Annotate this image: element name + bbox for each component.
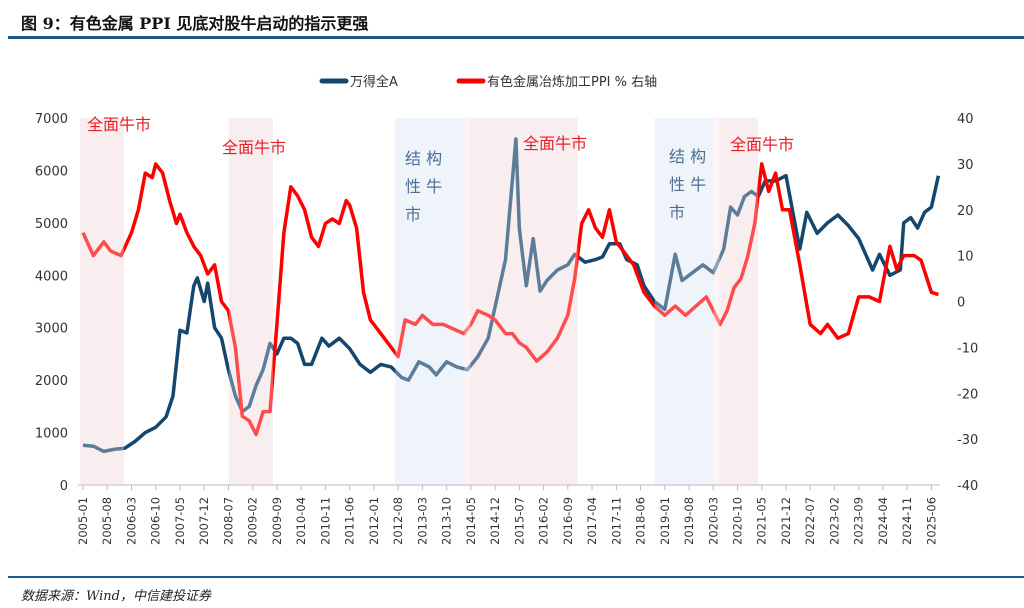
- x-tick-label: 2023-09: [852, 497, 866, 545]
- y-left-tick-label: 6000: [35, 164, 68, 179]
- x-tick-label: 2011-06: [343, 497, 357, 545]
- annotation-structural-2-line2: 性 牛: [669, 175, 706, 194]
- x-tick-label: 2024-04: [876, 497, 890, 545]
- x-tick-label: 2006-10: [149, 497, 163, 545]
- y-right-tick-label: 0: [957, 296, 965, 311]
- y-left-tick-label: 4000: [35, 269, 68, 284]
- annotation-full-bull-4: 全面牛市: [730, 135, 794, 154]
- x-tick-label: 2007-12: [197, 497, 211, 545]
- y-right-tick-label: -30: [957, 433, 978, 448]
- annotation-full-bull-2: 全面牛市: [222, 138, 286, 157]
- x-tick-label: 2013-10: [440, 497, 454, 545]
- x-tick-label: 2018-06: [634, 497, 648, 545]
- x-tick-label: 2005-08: [100, 497, 114, 545]
- x-tick-label: 2021-05: [755, 497, 769, 545]
- x-tick-label: 2013-03: [415, 497, 429, 545]
- shaded-period-overlay-5: [654, 118, 720, 485]
- x-tick-label: 2010-11: [318, 497, 332, 545]
- y-right-tick-label: 20: [957, 204, 974, 219]
- x-tick-label: 2025-06: [924, 497, 938, 545]
- annotation-full-bull-1: 全面牛市: [87, 115, 151, 134]
- annotation-structural-1-line3: 市: [405, 205, 421, 224]
- annotation-structural-2-line3: 市: [669, 203, 685, 222]
- x-tick-label: 2017-04: [585, 497, 599, 545]
- y-left-tick-label: 1000: [35, 427, 68, 442]
- x-tick-label: 2007-05: [173, 497, 187, 545]
- y-right-tick-label: 10: [957, 250, 974, 265]
- y-right-tick-label: 40: [957, 112, 974, 127]
- annotation-full-bull-3: 全面牛市: [523, 134, 587, 153]
- series-line-ppi: [81, 162, 939, 437]
- y-right-tick-label: -40: [957, 479, 978, 494]
- x-tick-label: 2012-08: [391, 497, 405, 545]
- x-tick-label: 2016-02: [537, 497, 551, 545]
- legend-label-ppi: 有色金属冶炼加工PPI % 右轴: [487, 74, 657, 90]
- x-tick-label: 2015-07: [512, 497, 526, 545]
- x-tick-label: 2012-01: [367, 497, 381, 545]
- x-tick-label: 2014-05: [464, 497, 478, 545]
- title-divider: [8, 36, 1024, 39]
- x-tick-label: 2009-09: [270, 497, 284, 545]
- y-left-tick-label: 0: [60, 479, 68, 494]
- x-tick-label: 2016-09: [561, 497, 575, 545]
- x-tick-label: 2023-02: [827, 497, 841, 545]
- x-tick-label: 2021-12: [779, 497, 793, 545]
- x-tick-label: 2020-03: [706, 497, 720, 545]
- annotation-structural-1-line1: 结 构: [405, 149, 442, 168]
- annotation-structural-1-line2: 性 牛: [405, 177, 442, 196]
- y-left-tick-label: 7000: [35, 112, 68, 127]
- x-tick-label: 2009-02: [246, 497, 260, 545]
- shaded-overlays: [80, 118, 758, 485]
- shaded-period-overlay-2: [228, 118, 274, 485]
- x-tick-label: 2022-07: [803, 497, 817, 545]
- y-right-tick-label: -10: [957, 341, 978, 356]
- x-tick-label: 2017-11: [609, 497, 623, 545]
- axes: 2005-01 2005-08 2006-03 2006-10 2007-05 2007-…: [35, 112, 978, 545]
- legend-label-wind-a: 万得全A: [350, 74, 398, 90]
- x-tick-label: 2019-08: [682, 497, 696, 545]
- source-note: 数据来源：Wind，中信建投证券: [21, 589, 211, 604]
- series-lines: [81, 137, 941, 454]
- annotations: 全面牛市 全面牛市 全面牛市 全面牛市 结 构 性 牛 市 结 构 性 牛 市: [87, 115, 794, 224]
- x-tick-label: 2019-01: [658, 497, 672, 545]
- y-left-tick-label: 3000: [35, 322, 68, 337]
- shaded-period-overlay-3: [395, 118, 471, 485]
- y-right-tick-label: -20: [957, 387, 978, 402]
- shaded-period-1: [80, 118, 125, 485]
- y-right-tick-label: 30: [957, 158, 974, 173]
- shaded-period-overlay-1: [80, 118, 125, 485]
- y-left-tick-label: 5000: [35, 217, 68, 232]
- chart-title: 图 9：有色金属 PPI 见底对股牛启动的指示更强: [21, 14, 369, 33]
- legend: 万得全A 有色金属冶炼加工PPI % 右轴: [319, 74, 657, 90]
- x-tick-label: 2010-04: [294, 497, 308, 545]
- footer-divider: [8, 576, 1024, 578]
- x-tick-label: 2006-03: [124, 497, 138, 545]
- shaded-period-6: [713, 118, 758, 485]
- shaded-period-4: [464, 118, 578, 485]
- shaded-period-overlay-6: [713, 118, 758, 485]
- annotation-structural-2-line1: 结 构: [669, 147, 706, 166]
- x-tick-label: 2024-11: [900, 497, 914, 545]
- shaded-period-3: [395, 118, 471, 485]
- series-line-wind-a: [82, 137, 941, 454]
- x-tick-label: 2014-12: [488, 497, 502, 545]
- x-tick-label: 2008-07: [221, 497, 235, 545]
- x-tick-label: 2005-01: [76, 497, 90, 545]
- x-tick-label: 2020-10: [731, 497, 745, 545]
- y-left-tick-label: 2000: [35, 374, 68, 389]
- shaded-period-overlay-4: [464, 118, 578, 485]
